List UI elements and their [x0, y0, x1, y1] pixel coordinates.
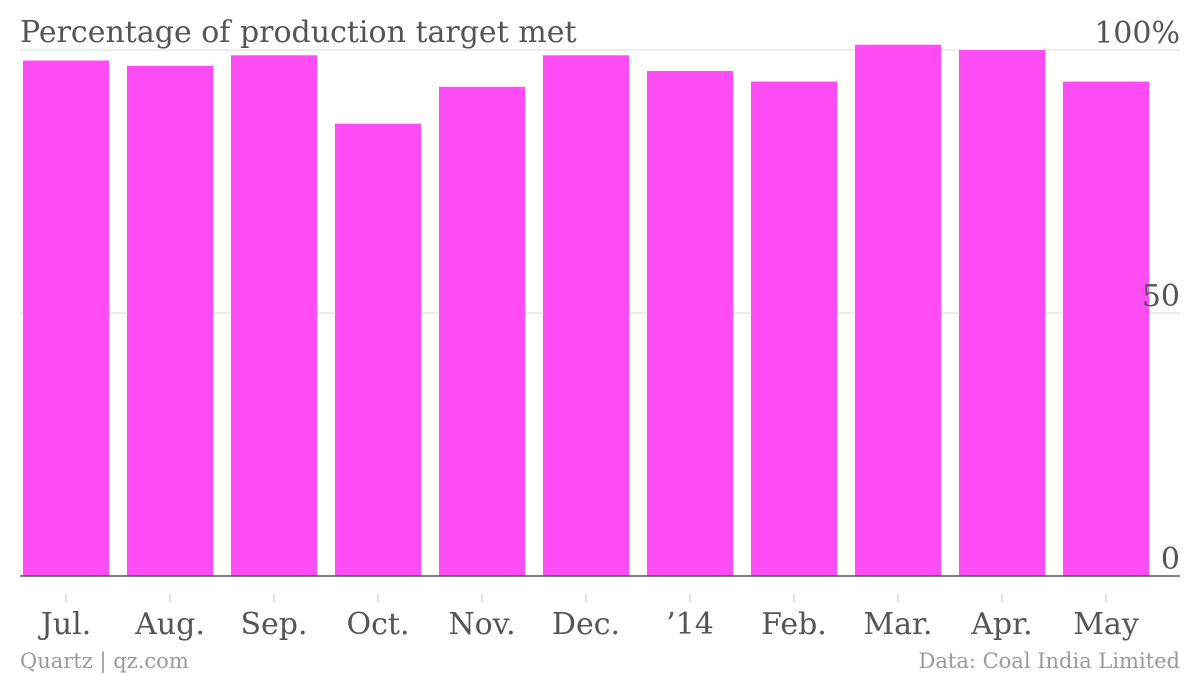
y-tick-label: 50	[1142, 279, 1180, 314]
bar-Sep.	[231, 55, 317, 576]
x-tick-label: Aug.	[134, 607, 205, 642]
bar-Mar.	[855, 44, 941, 577]
x-tick-label: Dec.	[552, 607, 620, 642]
x-tick-label: Jul.	[38, 607, 91, 642]
x-tick-labels: Jul. Aug. Sep. Oct. Nov. Dec. ’14 Feb. Mar. Apr. M…	[38, 607, 1139, 642]
chart-title: Percentage of production target met	[20, 15, 577, 50]
x-tick-label: Sep.	[240, 607, 307, 642]
y-tick-labels: 0 50 100%	[1094, 16, 1180, 577]
bar-Apr.	[959, 50, 1045, 576]
y-tick-label: 0	[1161, 542, 1180, 577]
x-tick-label: Apr.	[970, 607, 1032, 642]
bar-’14	[647, 71, 733, 576]
x-tick-label: Mar.	[863, 607, 932, 642]
x-tick-label: Oct.	[347, 607, 410, 642]
x-tick-label: Feb.	[761, 607, 827, 642]
bars	[23, 44, 1149, 577]
bar-Aug.	[127, 65, 213, 576]
bar-Dec.	[543, 55, 629, 576]
bar-Oct.	[335, 123, 421, 576]
y-tick-label: 100%	[1094, 16, 1180, 51]
x-tick-label: Nov.	[448, 607, 515, 642]
x-tick-label: ’14	[666, 607, 714, 642]
data-source: Data: Coal India Limited	[919, 649, 1180, 673]
axes	[20, 575, 1180, 602]
bar-May	[1063, 81, 1149, 576]
bar-Jul.	[23, 60, 109, 576]
bar-Nov.	[439, 86, 525, 576]
bar-Feb.	[751, 81, 837, 576]
x-tick-label: May	[1073, 607, 1139, 642]
source-credit: Quartz | qz.com	[20, 649, 189, 674]
